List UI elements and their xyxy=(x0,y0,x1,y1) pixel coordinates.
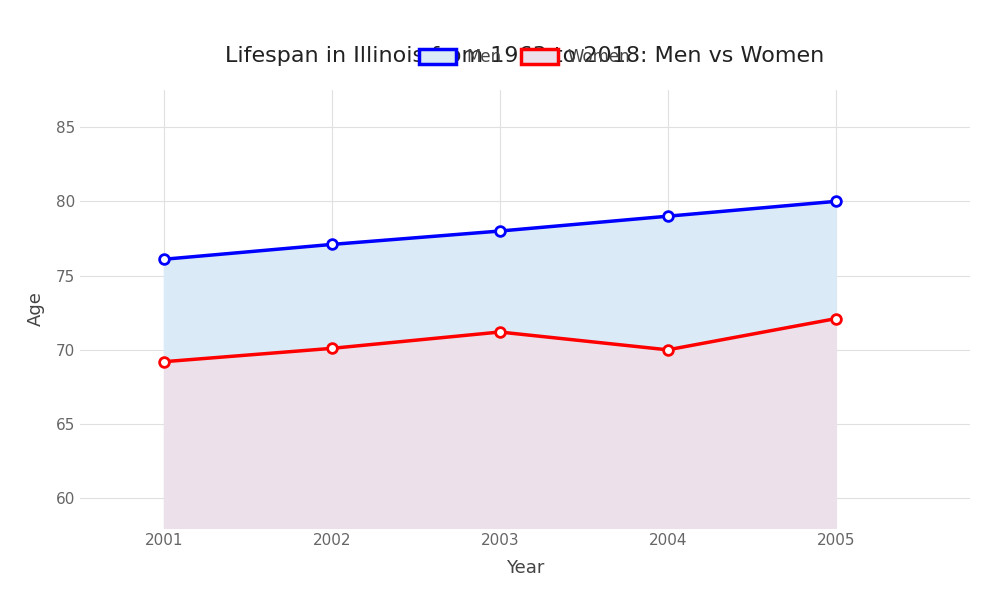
X-axis label: Year: Year xyxy=(506,559,544,577)
Y-axis label: Age: Age xyxy=(27,292,45,326)
Title: Lifespan in Illinois from 1963 to 2018: Men vs Women: Lifespan in Illinois from 1963 to 2018: … xyxy=(225,46,825,66)
Legend: Men, Women: Men, Women xyxy=(413,41,637,73)
